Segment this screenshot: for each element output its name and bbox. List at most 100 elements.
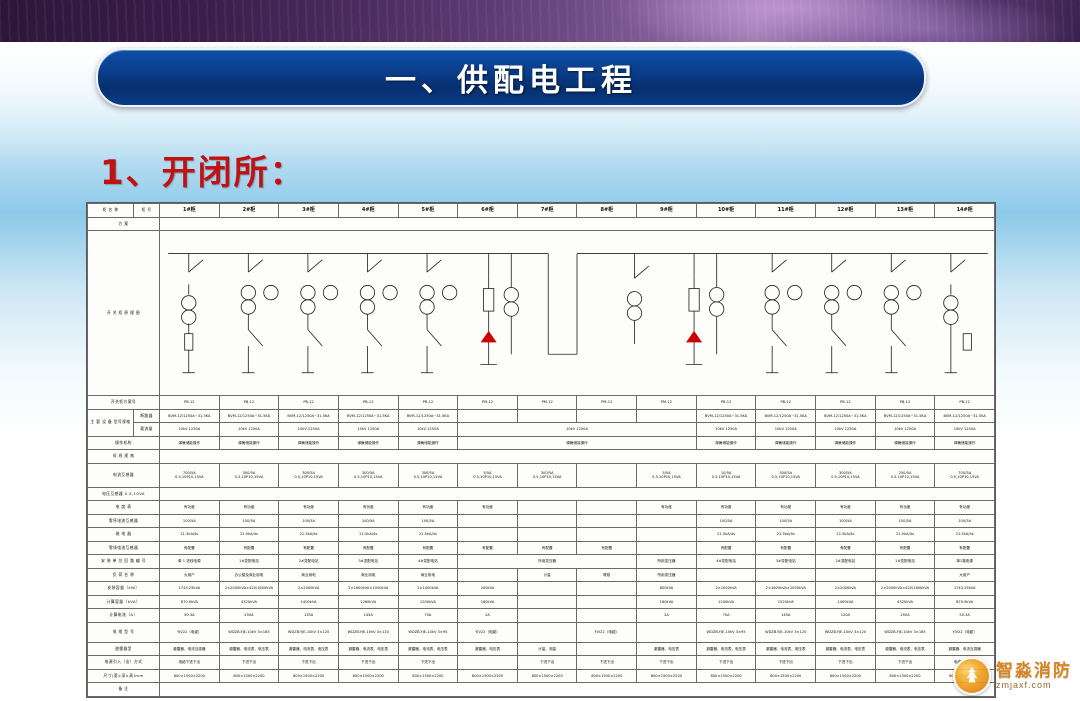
cell: 1#变配电站 [874,554,936,569]
row-label-capacity: 安装容量（kW） [87,581,160,596]
cell: 避雷器、电流表、电压表 [815,641,876,657]
cell [457,513,518,529]
cell: 1400kVA [815,594,876,610]
cell: 1260kVA [337,594,399,610]
cell-pt [159,486,995,502]
column-header: 1#柜 [159,203,220,218]
cell: BVM-12/1250A~31.5KA [934,408,995,424]
column-header: 8#柜 [576,203,638,218]
watermark: 智淼消防 zmjaxf.com [953,657,1072,695]
cell: 21.5kA/4s [337,527,399,542]
corner-label-2: 柜 号 [133,203,160,218]
cell: 1743.25kVA [159,581,220,596]
cell: PB-12 [815,395,876,410]
cell: 100/5A [755,513,817,529]
cell: 弹簧储能操作 [159,435,220,451]
row-label-calc-capacity: 计算容量（kVA） [87,594,160,610]
slide-title: 一、供配电工程 [385,63,637,99]
cell: 800×1500×2200 [695,668,757,684]
cell: 商业用电 [278,567,339,583]
cell [636,527,697,542]
row-relay: 零线电流互感器 有配置 有配置 有配置 有配置 有配置 有配置 有配置 有配置 … [87,540,995,556]
cell: 大用户 [934,567,995,583]
cell: 100/5A [397,513,459,529]
row-label-zero-ct2: 零线电流互感器 [87,540,160,556]
cell: PB-12 [695,395,757,410]
cell: 避雷器、电流表、电压表 [874,641,936,657]
cell: 下进下出 [218,655,280,670]
flame-logo-icon [953,657,991,695]
row-install-capacity: 安装容量（kW） 1743.25kVA 2×2000kVA×420/1600kV… [87,581,995,596]
cell: 10kV 1250A [218,422,280,437]
cell: 100/5A [815,513,876,529]
cell: BVM-12/1250A~31.5KA [874,408,936,424]
row-scheme-no: 开关柜方案号 PB-12 PB-12 PB-12 PB-12 PB-12 PM-… [87,395,995,410]
cell: 21.5kA/4s [218,527,280,542]
cell: 下进下出 [695,655,757,670]
cell [516,500,578,515]
cell: 避雷器、电流表、电压表 [278,641,339,657]
cell: 有配置 [695,540,757,556]
cell: 21.5kA/4s [874,527,936,542]
column-header: 3#柜 [278,203,339,218]
cell: WDZB-YJE-10kV 3×120 [755,621,817,643]
cell [516,608,578,623]
cell: 有配置 [337,540,399,556]
cell: 所用变压器 [636,554,697,569]
cell [457,655,518,670]
cell: 有功度 [934,500,995,515]
row-schematic: 开 关 柜 原 理 图 [87,229,995,397]
row-label-dim: 尺寸(宽×深×高)mm [87,668,160,684]
cell: 大用户 [159,567,220,583]
cell: 2×1000kVA [397,581,459,596]
cell: PM-12 [636,395,697,410]
cell: YJV22（电缆） [457,621,518,643]
cell: 800×1500×2200 [337,668,399,684]
cell: BVM-12/1250A~31.5KA [695,408,757,424]
table-header-row: 柜 名 称 柜 号 1#柜 2#柜 3#柜 4#柜 5#柜 6#柜 7#柜 8#… [87,203,995,218]
cell: 800×1500×2200 [576,668,638,684]
row-energy-meter: 电 度 表 有功度 有功度 有功度 有功度 有功度 有功度 有功度 有功度 有功… [87,500,995,515]
cell: 300/5A 0.5,10P10,15VA [516,462,578,488]
cell: 100/5A [278,513,339,529]
cell: 避雷器、电流互感器 [159,641,220,657]
cell: 4320kVA [874,594,936,610]
cell: 避雷器、电压表 [457,641,518,657]
cell: 160kVA [636,594,697,610]
watermark-text: 智淼消防 zmjaxf.com [996,662,1072,690]
cell: 有功度 [695,500,757,515]
slide-title-plate: 一、供配电工程 [96,48,926,107]
cell: 3#变配电站 [337,554,399,569]
cell: 下进下出 [755,655,817,670]
cell: 1#变配电站 [218,554,280,569]
cell: 21.5kA/4s [755,527,817,542]
cell: 有配置 [934,540,995,556]
cell: 70A [695,608,757,623]
column-header: 2#柜 [218,203,280,218]
cell: 300/5A 0.5,10P10,15VA [218,462,280,488]
corner-label: 柜 名 称 [87,203,134,218]
column-header: 11#柜 [755,203,817,218]
cell: PM-12 [576,395,638,410]
row-label-bus: 母 线 规 格 [87,449,160,464]
cell: 有功度 [397,500,459,515]
cell: 300/5A 0.5,10P10,15VA [397,462,459,488]
column-header: 6#柜 [457,203,518,218]
cell: 避雷器、电流表、电压表 [337,641,399,657]
cell: 10kV 1250A [755,422,817,437]
cell: PB-12 [934,395,995,410]
cell: 21.5kA/4s [397,527,459,542]
cell [576,641,638,657]
row-label-calc-current: 计算电流（A） [87,608,160,623]
cell: 300/5A 0.5,10P10,15VA [755,462,817,488]
cell: PB-12 [337,395,399,410]
cell: 弹簧储能操作 [278,435,339,451]
cell: 有配置 [159,540,220,556]
cell: 下进下出 [278,655,339,670]
cell: 800×1500×2200 [159,668,220,684]
cell: 弹簧储能操作 [755,435,817,451]
schematic-diagram-cell [159,229,995,397]
cell [516,594,578,610]
cell: 300/5A 0.5,10P10,15VA [815,462,876,488]
cell: 700/5A 0.5,10P10,15VA [159,462,220,488]
